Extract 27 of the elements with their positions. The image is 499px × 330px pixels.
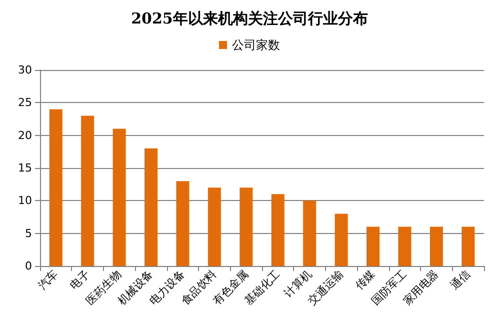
y-tick-label: 30: [18, 64, 32, 76]
bar: [208, 188, 221, 266]
bar: [334, 214, 348, 266]
bar: [176, 181, 190, 266]
bar: [240, 188, 253, 266]
y-tick-label: 25: [18, 96, 32, 110]
bar: [49, 109, 62, 266]
x-tick-label: 通信: [448, 267, 473, 292]
bar: [112, 128, 126, 266]
legend-label: 公司家数: [232, 38, 280, 52]
bar: [271, 194, 284, 266]
bar: [81, 116, 94, 266]
y-tick-label: 0: [25, 260, 32, 272]
bar: [303, 200, 316, 266]
x-tick-label: 传媒: [352, 267, 378, 292]
x-tick-label: 汽车: [36, 267, 60, 292]
bar: [366, 226, 380, 266]
chart-title: 2025年以来机构关注公司行业分布: [131, 10, 368, 28]
y-tick-label: 5: [25, 226, 32, 240]
y-tick-label: 15: [18, 162, 32, 174]
bar: [462, 226, 475, 266]
bar: [430, 226, 443, 266]
y-tick-label: 20: [18, 128, 32, 142]
bar: [144, 148, 158, 266]
x-tick-label: 电子: [67, 267, 92, 292]
y-tick-label: 10: [18, 194, 32, 208]
bar: [398, 226, 412, 266]
